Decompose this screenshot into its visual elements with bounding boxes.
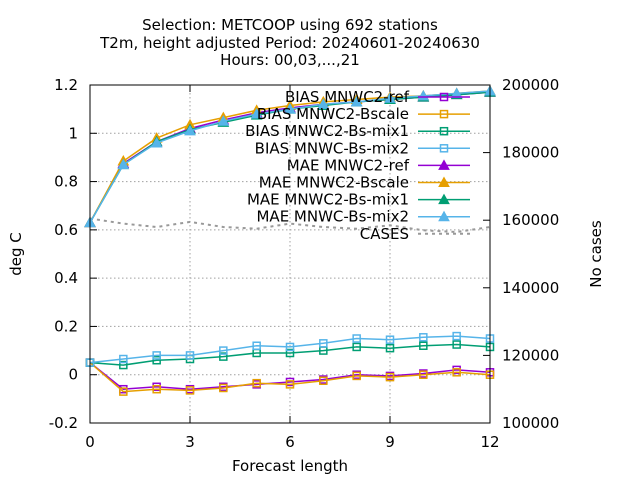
y-tick-label: 0.2 [54,317,78,335]
x-tick-label: 0 [85,433,95,451]
y2-tick-label: 180000 [502,144,559,162]
legend-label: MAE MNWC2-Bs-mix1 [247,191,409,209]
y-tick-label: 1.2 [54,76,78,94]
data-point [384,92,396,103]
y-tick-label: 0.6 [54,221,78,239]
y2-tick-label: 120000 [502,346,559,364]
legend-label: BIAS MNWC2-Bscale [257,105,409,123]
x-axis-label: Forecast length [232,457,348,475]
y2-tick-label: 140000 [502,279,559,297]
data-point [219,346,228,355]
data-point [438,159,450,170]
y-axis-label: deg C [7,232,25,276]
y2-tick-label: 160000 [502,211,559,229]
title-line-1: Selection: METCOOP using 692 stations [142,16,438,34]
chart-title: Selection: METCOOP using 692 stations T2… [99,16,480,69]
y-tick-label: 0.4 [54,269,78,287]
series-bias-mnwc-bs-mix2 [85,331,495,367]
y-tick-label: 1 [68,124,78,142]
data-point [317,98,330,109]
data-point [319,376,328,385]
data-point [285,348,295,358]
data-point [285,380,295,389]
data-point [385,335,395,344]
y-tick-label: -0.2 [49,414,78,432]
series-line [89,335,491,364]
data-point [252,341,261,350]
x-tick-label: 9 [385,433,395,451]
legend-label: BIAS MNWC2-ref [285,88,410,106]
y2-tick-label: 100000 [502,414,559,432]
x-tick-label: 6 [285,433,295,451]
data-point [284,103,296,114]
data-point [185,386,195,395]
title-line-2: T2m, height adjusted Period: 20240601-20… [99,34,480,52]
data-point [319,339,328,348]
legend-label: MAE MNWC2-ref [287,156,410,174]
series-line [89,343,491,366]
y2-tick-label: 200000 [502,76,559,94]
data-point [250,107,263,119]
data-point [452,331,461,341]
data-point [439,144,449,153]
data-point [439,92,449,102]
series-bias-mnwc2-bscale [85,358,495,396]
data-point [439,109,449,119]
y2-axis-label: No cases [587,220,605,288]
data-point [119,360,128,370]
data-point [152,384,161,394]
x-tick-label: 3 [185,433,195,451]
x-tick-label: 12 [480,433,499,451]
data-point [439,126,449,136]
data-point [352,371,361,381]
grid-lines [90,85,490,423]
data-point [438,176,450,187]
data-point [152,351,161,360]
data-point [438,210,450,222]
data-point [117,158,130,170]
legend-label: CASES [360,225,409,243]
data-point [352,342,361,352]
data-point [419,333,428,342]
data-point [119,354,128,364]
legend-label: BIAS MNWC2-Bs-mix1 [245,122,409,140]
data-point [452,340,461,349]
y-tick-label: 0 [68,366,78,384]
series-layer [84,85,496,396]
data-point [452,368,461,377]
data-point [184,124,196,136]
data-point [150,136,163,148]
legend-label: MAE MNWC-Bs-mix2 [256,208,409,226]
data-point [119,387,128,396]
data-point [352,334,361,343]
data-point [285,342,295,352]
legend-label: MAE MNWC2-Bscale [259,174,409,192]
data-point [385,372,395,382]
data-point [219,383,228,393]
series-line [89,362,491,393]
data-point [438,193,450,205]
data-point [385,343,395,353]
data-point [152,355,161,365]
data-point [419,370,428,379]
y-tick-label: 0.8 [54,173,78,191]
data-point [252,378,261,388]
data-point [350,95,363,107]
data-point [419,341,428,350]
legend-label: BIAS MNWC-Bs-mix2 [255,139,409,157]
data-point [217,115,230,126]
series-line [89,362,491,390]
data-point [219,352,228,361]
title-line-3: Hours: 00,03,...,21 [220,51,360,69]
data-point [185,351,195,360]
